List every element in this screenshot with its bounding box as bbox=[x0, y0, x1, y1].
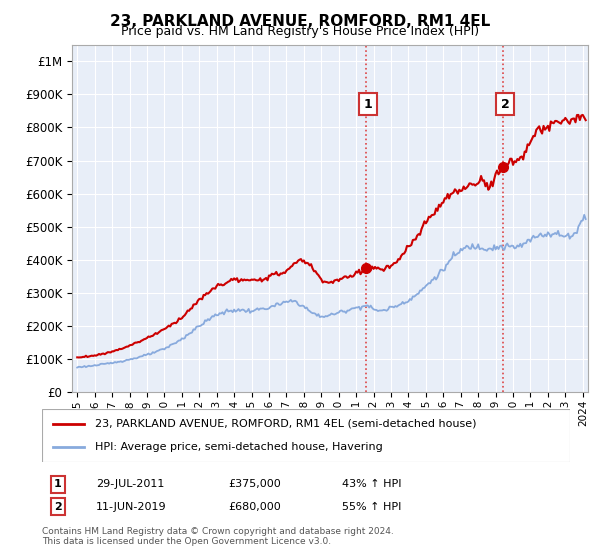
Text: 55% ↑ HPI: 55% ↑ HPI bbox=[342, 502, 401, 512]
Text: Contains HM Land Registry data © Crown copyright and database right 2024.
This d: Contains HM Land Registry data © Crown c… bbox=[42, 526, 394, 546]
Text: 11-JUN-2019: 11-JUN-2019 bbox=[96, 502, 167, 512]
Text: HPI: Average price, semi-detached house, Havering: HPI: Average price, semi-detached house,… bbox=[95, 442, 383, 452]
Text: £680,000: £680,000 bbox=[228, 502, 281, 512]
Text: 23, PARKLAND AVENUE, ROMFORD, RM1 4EL (semi-detached house): 23, PARKLAND AVENUE, ROMFORD, RM1 4EL (s… bbox=[95, 419, 476, 429]
Text: 2: 2 bbox=[54, 502, 62, 512]
Text: 29-JUL-2011: 29-JUL-2011 bbox=[96, 479, 164, 489]
Text: 1: 1 bbox=[54, 479, 62, 489]
FancyBboxPatch shape bbox=[42, 409, 570, 462]
Text: £375,000: £375,000 bbox=[228, 479, 281, 489]
Text: 2: 2 bbox=[500, 98, 509, 111]
Text: 1: 1 bbox=[364, 98, 373, 111]
Text: 23, PARKLAND AVENUE, ROMFORD, RM1 4EL: 23, PARKLAND AVENUE, ROMFORD, RM1 4EL bbox=[110, 14, 490, 29]
Text: 43% ↑ HPI: 43% ↑ HPI bbox=[342, 479, 401, 489]
Text: Price paid vs. HM Land Registry's House Price Index (HPI): Price paid vs. HM Land Registry's House … bbox=[121, 25, 479, 38]
